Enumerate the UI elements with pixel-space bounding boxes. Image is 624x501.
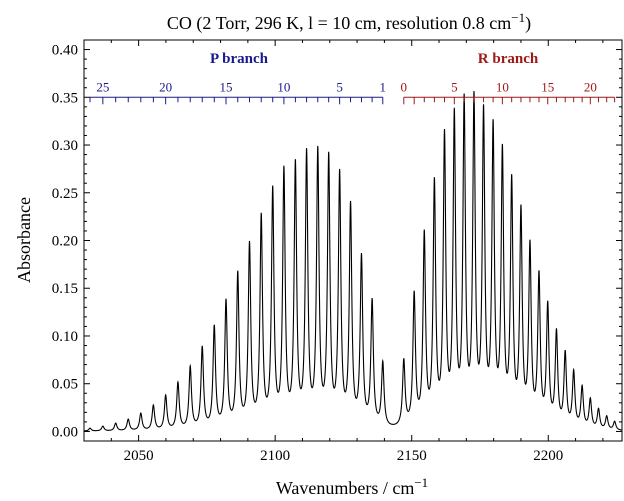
x-axis-label: Wavenumbers / cm−1 <box>276 475 428 498</box>
x-tick-label-2200: 2200 <box>533 448 563 464</box>
y-tick-label-5: 0.25 <box>52 186 78 202</box>
p-branch-j-label-5: 5 <box>336 79 343 94</box>
x-axis-label-superscript: −1 <box>414 475 428 490</box>
y-tick-label-1: 0.05 <box>52 377 78 393</box>
spectrum-line <box>84 91 622 432</box>
x-axis-label-main: Wavenumbers / cm <box>276 478 415 498</box>
x-tick-label-2050: 2050 <box>124 448 154 464</box>
y-tick-label-3: 0.15 <box>52 281 78 297</box>
r-branch-j-label-15: 15 <box>541 79 554 94</box>
p-branch-j-label-10: 10 <box>277 79 290 94</box>
p-branch-title: P branch <box>210 51 269 67</box>
r-branch-j-label-0: 0 <box>401 79 408 94</box>
plot-area <box>84 91 622 432</box>
x-tick-label-2100: 2100 <box>260 448 290 464</box>
y-tick-label-8: 0.40 <box>52 43 78 59</box>
y-tick-label-7: 0.35 <box>52 90 78 106</box>
r-branch-j-label-10: 10 <box>496 79 509 94</box>
chart-title-superscript: −1 <box>511 10 525 25</box>
chart-title-main: CO (2 Torr, 296 K, l = 10 cm, resolution… <box>167 13 511 34</box>
r-branch-j-label-20: 20 <box>584 79 597 94</box>
y-tick-label-4: 0.20 <box>52 234 78 250</box>
r-branch-j-label-5: 5 <box>451 79 458 94</box>
y-axis-label: Absorbance <box>14 197 34 283</box>
p-branch-j-label-20: 20 <box>159 79 172 94</box>
x-tick-label-2150: 2150 <box>397 448 427 464</box>
p-branch-j-label-1: 1 <box>380 79 387 94</box>
p-branch-j-label-25: 25 <box>96 79 109 94</box>
chart-title: CO (2 Torr, 296 K, l = 10 cm, resolution… <box>167 10 531 34</box>
y-tick-label-6: 0.30 <box>52 138 78 154</box>
r-branch-title: R branch <box>478 51 539 67</box>
y-tick-label-0: 0.00 <box>52 424 78 440</box>
chart-title-close: ) <box>525 13 531 34</box>
p-branch-j-label-15: 15 <box>220 79 233 94</box>
y-tick-label-2: 0.10 <box>52 329 78 345</box>
